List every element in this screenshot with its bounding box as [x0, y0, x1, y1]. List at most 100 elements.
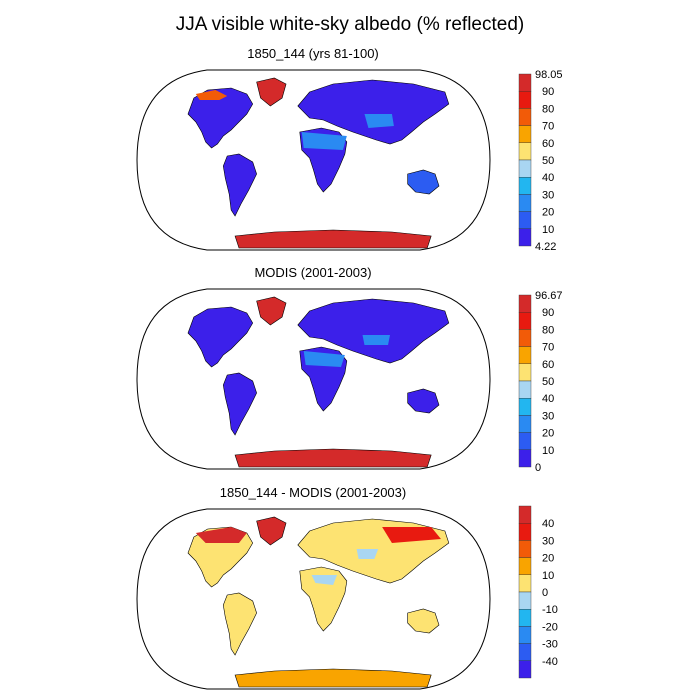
- land-antarctica: [234, 448, 432, 468]
- colorbar-tick-label: 30: [542, 535, 554, 547]
- colorbar-segment: [518, 346, 532, 365]
- land-southAmerica: [222, 153, 257, 217]
- map-frame: [136, 69, 491, 251]
- land-northAmerica: [187, 87, 254, 149]
- colorbar-tick-label: 80: [542, 103, 554, 115]
- arctic-patch: [195, 90, 228, 100]
- colorbar-modis: 96.67 90 80 70 60 50 40 30 20 100: [518, 290, 563, 474]
- colorbar-tick-label: 0: [542, 587, 548, 599]
- colorbar-tick-label: 90: [542, 86, 554, 98]
- map-modis: [136, 288, 491, 470]
- colorbar-tick-label: 40: [542, 172, 554, 184]
- panel-title-modis: MODIS (2001-2003): [254, 265, 371, 280]
- land-group: [187, 296, 450, 468]
- colorbar-difference: 40 30 20 10 0 -10 -20 -30 -40: [518, 505, 558, 679]
- colorbar-segment: [518, 540, 532, 558]
- colorbar-segment: [518, 574, 532, 593]
- colorbar-tick-label: 20: [542, 207, 554, 219]
- colorbar-tick-label: -20: [542, 621, 558, 633]
- colorbar-tick-label: 80: [542, 324, 554, 336]
- colorbar-segment: [518, 523, 532, 541]
- colorbar-segment: [518, 176, 532, 195]
- colorbar-tick-label: 30: [542, 189, 554, 201]
- land-northAmerica: [187, 306, 254, 368]
- colorbar-tick-label: 10: [542, 570, 554, 582]
- colorbar-segment: [518, 294, 532, 313]
- colorbar-segment: [518, 108, 532, 126]
- land-antarctica: [234, 668, 432, 688]
- colorbar-tick-label: 40: [542, 518, 554, 530]
- land-group: [187, 516, 450, 688]
- map-frame: [136, 508, 491, 690]
- colorbar-segment: [518, 557, 532, 575]
- colorbar-segment: [518, 398, 532, 416]
- land-greenland: [256, 77, 287, 107]
- colorbar-tick-label: 50: [542, 155, 554, 167]
- panel-title-difference: 1850_144 - MODIS (2001-2003): [220, 485, 406, 500]
- colorbar-tick-label: 20: [542, 428, 554, 440]
- colorbar-segment: [518, 432, 532, 451]
- colorbar-segment: [518, 415, 532, 433]
- colorbar-segment: [518, 380, 532, 399]
- land-australia: [407, 608, 440, 634]
- colorbar-segment: [518, 228, 532, 247]
- colorbar-bottom-label: 0: [535, 462, 541, 474]
- sahara-patch: [303, 351, 345, 367]
- colorbar-tick-label: 90: [542, 307, 554, 319]
- colorbar-segment: [518, 363, 532, 382]
- land-australia: [407, 169, 440, 195]
- land-southAmerica: [222, 372, 257, 436]
- land-antarctica: [234, 229, 432, 249]
- colorbar-tick-label: 50: [542, 376, 554, 388]
- colorbar-segment: [518, 211, 532, 230]
- colorbar-segment: [518, 312, 532, 330]
- asia-patch: [364, 114, 394, 128]
- colorbar-segment: [518, 125, 532, 143]
- colorbar-tick-label: -30: [542, 639, 558, 651]
- colorbar-segment: [518, 626, 532, 644]
- map-model: [136, 69, 491, 251]
- colorbar-tick-label: 40: [542, 393, 554, 405]
- colorbar-tick-label: -40: [542, 656, 558, 668]
- colorbar-segment: [518, 449, 532, 468]
- colorbar-top-label: 96.67: [535, 290, 563, 302]
- colorbar-segment: [518, 329, 532, 347]
- panel-model: 1850_144 (yrs 81-100) 98.05 90 80 70 60 50 40 3…: [136, 46, 563, 253]
- colorbar-top-label: 98.05: [535, 69, 563, 81]
- map-frame: [136, 288, 491, 470]
- colorbar-bottom-label: 4.22: [535, 241, 556, 253]
- colorbar-tick-label: 60: [542, 138, 554, 150]
- sahara-patch: [301, 132, 347, 150]
- colorbar-segment: [518, 73, 532, 92]
- colorbar-tick-label: 10: [542, 224, 554, 236]
- land-eurasia: [297, 298, 450, 364]
- siberia-diff: [382, 527, 441, 543]
- colorbar-segment: [518, 609, 532, 627]
- colorbar-segment: [518, 505, 532, 524]
- colorbar-tick-label: 30: [542, 410, 554, 422]
- colorbar-model: 98.05 90 80 70 60 50 40 30 20 10 4.22: [518, 69, 563, 253]
- colorbar-segment: [518, 142, 532, 161]
- sahara-diff: [311, 575, 338, 585]
- colorbar-tick-label: 20: [542, 553, 554, 565]
- land-group: [187, 77, 450, 249]
- colorbar-segment: [518, 660, 532, 679]
- land-greenland: [256, 296, 287, 326]
- colorbar-segment: [518, 159, 532, 178]
- land-africa: [299, 566, 348, 632]
- panel-difference: 1850_144 - MODIS (2001-2003) 40 30 20 10 0 -1…: [136, 485, 558, 690]
- land-eurasia: [297, 79, 450, 145]
- asia-patch: [362, 335, 390, 345]
- colorbar-tick-label: -10: [542, 604, 558, 616]
- colorbar-segment: [518, 591, 532, 610]
- map-difference: [136, 508, 491, 690]
- colorbar-segment: [518, 194, 532, 212]
- land-southAmerica: [222, 592, 257, 656]
- asia-diff: [356, 549, 379, 559]
- arctic-diff: [195, 527, 247, 543]
- figure-title: JJA visible white-sky albedo (% reflecte…: [176, 14, 524, 35]
- colorbar-tick-label: 70: [542, 342, 554, 354]
- colorbar-tick-label: 70: [542, 121, 554, 133]
- land-greenland: [256, 516, 287, 546]
- colorbar-segment: [518, 90, 532, 109]
